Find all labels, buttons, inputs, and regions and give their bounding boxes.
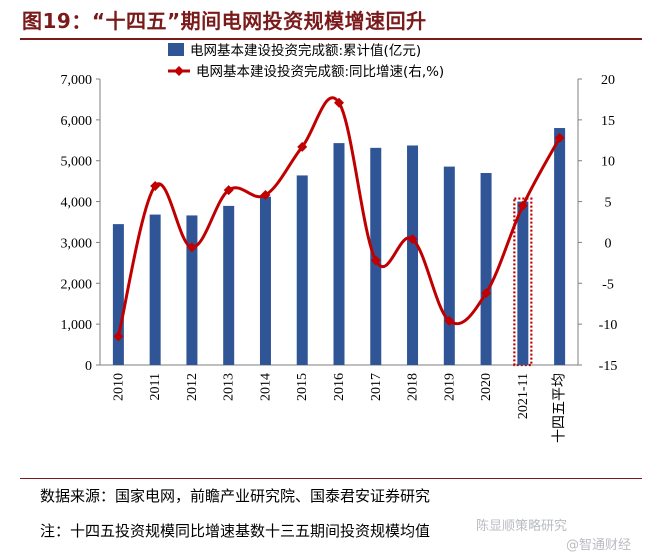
figure-title: 图19：“十四五”期间电网投资规模增速回升 xyxy=(22,9,427,33)
x-tick-label: 2010 xyxy=(111,373,126,401)
legend: 电网基本建设投资完成额:累计值(亿元) 电网基本建设投资完成额:同比增速(右,%… xyxy=(168,42,444,80)
x-tick-label: 2016 xyxy=(332,373,347,401)
bar xyxy=(443,166,455,365)
x-tick-label: 2021-11 xyxy=(516,373,531,419)
growth-point xyxy=(517,200,528,211)
growth-point xyxy=(481,288,492,299)
bar xyxy=(186,215,198,365)
title-rule xyxy=(20,38,642,40)
left-tick-label: 4,000 xyxy=(61,196,93,211)
x-tick-label: 十四五平均 xyxy=(552,373,568,443)
bar xyxy=(112,224,124,365)
chart: 电网基本建设投资完成额:累计值(亿元) 电网基本建设投资完成额:同比增速(右,%… xyxy=(61,42,618,443)
bar xyxy=(149,214,161,365)
growth-point xyxy=(223,185,234,196)
growth-point xyxy=(297,141,308,152)
x-tick-label: 2019 xyxy=(442,373,457,401)
growth-point xyxy=(150,181,161,192)
bar xyxy=(259,196,271,365)
right-tick-label: -15 xyxy=(599,359,618,374)
x-tick-label: 2020 xyxy=(479,373,494,401)
left-tick-label: 2,000 xyxy=(61,277,93,292)
bar xyxy=(333,143,345,365)
source-note: 数据来源：国家电网，前瞻产业研究院、国泰君安证券研究 xyxy=(40,487,431,505)
bar xyxy=(296,175,308,365)
right-tick-label: 20 xyxy=(601,73,615,88)
left-tick-label: 1,000 xyxy=(61,318,93,333)
left-tick-label: 3,000 xyxy=(61,236,93,251)
growth-line xyxy=(113,96,565,342)
legend-bar-swatch xyxy=(168,43,184,56)
growth-point xyxy=(444,315,455,326)
left-tick-label: 7,000 xyxy=(61,73,93,88)
footnote: 注：十四五投资规模同比增速基数十三五期间投资规模均值 xyxy=(40,522,431,540)
bar xyxy=(517,201,529,365)
growth-point xyxy=(334,97,344,108)
growth-point xyxy=(407,234,418,245)
right-tick-label: 10 xyxy=(601,155,615,170)
legend-bar-label: 电网基本建设投资完成额:累计值(亿元) xyxy=(190,42,421,59)
bottom-rule xyxy=(20,478,642,479)
legend-line-label: 电网基本建设投资完成额:同比增速(右,%) xyxy=(196,63,444,80)
right-tick-label: 5 xyxy=(605,196,612,211)
bar xyxy=(407,145,419,365)
left-tick-label: 0 xyxy=(85,359,92,374)
growth-point xyxy=(554,132,565,143)
bar xyxy=(554,128,566,365)
x-tick-label: 2017 xyxy=(369,373,384,401)
left-tick-label: 5,000 xyxy=(61,155,93,170)
tick-labels: 0 1,000 2,000 3,000 4,000 5,000 6,000 7,000 -15 -… xyxy=(61,73,618,443)
growth-point xyxy=(260,190,271,201)
right-tick-label: 15 xyxy=(601,114,615,129)
right-tick-label: 0 xyxy=(605,236,612,251)
bar xyxy=(223,205,235,365)
growth-point xyxy=(113,331,124,342)
bars xyxy=(112,128,566,367)
x-tick-label: 2011 xyxy=(148,373,163,400)
growth-point xyxy=(370,255,381,266)
growth-point xyxy=(186,242,197,253)
right-tick-label: -5 xyxy=(602,277,614,292)
x-tick-label: 2013 xyxy=(222,373,237,401)
x-tick-label: 2015 xyxy=(295,373,310,401)
watermark-text-2: @智通财经 xyxy=(566,538,632,553)
watermark-text: 陈显顺策略研究 xyxy=(476,519,568,534)
x-tick-label: 2018 xyxy=(406,373,421,401)
left-tick-label: 6,000 xyxy=(61,114,93,129)
legend-line-marker xyxy=(174,66,184,76)
x-tick-label: 2014 xyxy=(258,373,273,401)
right-tick-label: -10 xyxy=(599,318,618,333)
bar xyxy=(480,173,492,365)
highlight-outline xyxy=(513,197,533,367)
x-tick-label: 2012 xyxy=(185,373,200,401)
